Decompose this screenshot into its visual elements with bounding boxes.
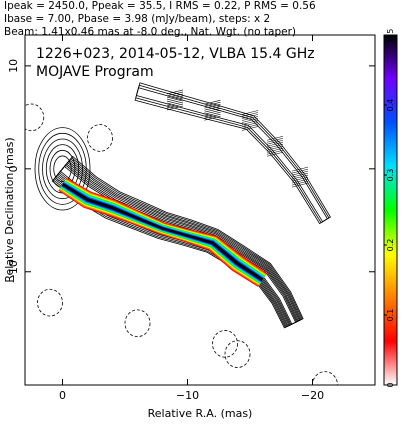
offset-contour [134,82,331,225]
hatch-mark [241,112,259,117]
hatch-mark [266,135,284,141]
hatch-mark [204,113,221,119]
x-tick-label: 0 [59,389,66,402]
colorbar-tick-label: 0.4 [386,99,395,112]
intensity-contour [58,164,298,326]
hatch-mark [204,103,221,109]
y-tick-label: −10 [7,260,20,283]
negative-contour [25,103,45,132]
hatch-mark [241,118,259,123]
hatch-mark [291,178,309,184]
hatch-mark [204,107,221,113]
plot-frame [24,34,376,386]
intensity-contour [52,157,303,328]
y-tick-label: 0 [7,165,20,172]
hatch-mark [266,145,284,151]
hatch-mark [166,89,184,95]
colorbar-ticks: 0 0.1 0.2 0.3 0.4 0.5 [384,29,395,388]
hatch-mark [241,110,259,115]
y-axis-label: Relative Declination (mas) [3,137,16,282]
colorbar-tick-label: 0.1 [386,309,395,322]
hatch-mark [166,105,184,111]
colorbar-tick-label: 0.3 [386,169,395,182]
offset-contour [135,84,330,224]
chart-title: 1226+023, 2014-05-12, VLBA 15.4 GHz [36,46,315,62]
hatch-mark [166,101,184,107]
hatch-mark [241,116,259,121]
hatch-mark [241,114,259,119]
hatch-mark [241,122,259,127]
hatch-mark [266,139,284,145]
negative-contour [124,309,151,338]
negative-contour [87,124,113,152]
colorbar-scale [383,34,398,386]
hatch-mark [166,99,184,105]
hatch-mark [204,101,221,107]
hatch-mark [291,174,309,180]
offset-contour [135,87,328,223]
hatch-mark [241,126,259,131]
hatch-mark [204,111,221,117]
x-tick-label: −10 [176,389,199,402]
negative-contour [37,288,63,317]
header-line-1: Ipeak = 2450.0, Ppeak = 35.5, I RMS = 0.… [4,0,316,12]
hatch-mark [166,93,184,99]
x-axis-label: Relative R.A. (mas) [148,407,253,420]
hatch-mark [291,176,309,182]
colorbar-tick-label: 0 [386,382,395,387]
hatch-mark [166,97,184,103]
negative-contour [224,340,251,368]
hatch-mark [241,124,259,129]
polarization-level [61,183,264,282]
core-contour [42,138,83,200]
chart-subtitle: MOJAVE Program [36,64,154,80]
intensity-contour [53,158,302,328]
hatch-mark [266,137,284,143]
hatch-mark [266,149,284,155]
hatch-mark [204,99,221,105]
hatch-mark [204,105,221,111]
header-line-2: Ibase = 7.00, Pbase = 3.98 (mJy/beam), s… [4,13,270,25]
hatch-mark [166,95,184,101]
colorbar-tick-label: 0.2 [386,239,395,252]
header-line-3: Beam: 1.41x0.46 mas at -8.0 deg., Nat. W… [4,26,296,38]
colorbar-tick-label: 0.5 [386,29,395,42]
colorbar [383,34,398,386]
x-tick-label: −20 [301,389,324,402]
hatch-mark [291,170,309,176]
hatch-mark [291,182,309,188]
y-tick-label: 10 [7,59,20,73]
plot-area [25,82,338,385]
hatch-mark [204,109,221,115]
hatch-mark [166,91,184,97]
hatch-mark [291,180,309,186]
hatch-mark [291,166,309,172]
intensity-contour [54,159,301,327]
hatch-mark [241,120,259,125]
core-contour [53,155,72,183]
core-contour [34,127,91,211]
hatch-mark [266,151,284,157]
polarization-map [58,177,267,287]
hatch-mark [166,103,184,109]
intensity-contour [59,165,297,325]
hatch-mark [204,115,221,121]
hatch-mark [266,147,284,153]
hatch-mark [266,141,284,147]
hatch-mark [291,172,309,178]
intensity-contour [51,155,304,329]
core-contour [38,132,87,205]
hatch-mark [291,168,309,174]
hatch-mark [266,143,284,149]
axis-ticks: 0 −10 −20 10 0 −10 [7,35,375,402]
